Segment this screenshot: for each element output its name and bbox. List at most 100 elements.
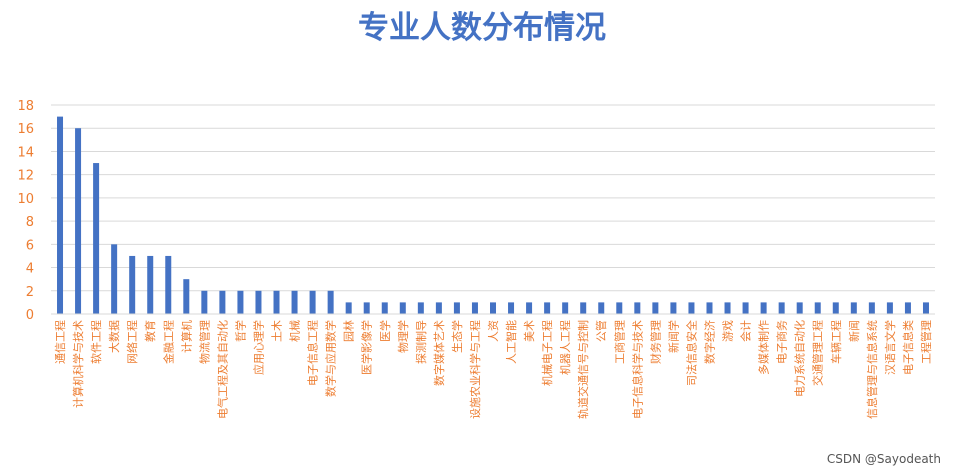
x-category-label: 汉语言文学 bbox=[883, 320, 897, 375]
x-category-label: 大数据 bbox=[107, 320, 121, 353]
bar bbox=[580, 302, 587, 314]
bar bbox=[183, 279, 190, 314]
bar bbox=[904, 302, 911, 314]
x-category-label: 电子信息类 bbox=[901, 320, 915, 375]
x-category-label: 通信工程 bbox=[54, 320, 67, 364]
bar bbox=[778, 302, 785, 314]
bar bbox=[417, 302, 424, 314]
bar bbox=[237, 290, 244, 314]
bar bbox=[165, 255, 172, 314]
y-tick-label: 18 bbox=[17, 99, 34, 114]
x-category-label: 电子信息工程 bbox=[306, 320, 320, 386]
x-category-label: 美术 bbox=[523, 320, 536, 342]
bar bbox=[688, 302, 695, 314]
x-category-label: 应用心理学 bbox=[251, 320, 265, 375]
bar bbox=[670, 302, 677, 314]
bars bbox=[57, 116, 929, 314]
x-category-label: 电子信息科学与技术 bbox=[630, 320, 644, 419]
bar bbox=[219, 290, 226, 314]
x-category-label: 软件工程 bbox=[89, 320, 103, 364]
x-category-label: 工程管理 bbox=[919, 320, 933, 364]
x-category-label: 财务管理 bbox=[648, 320, 662, 364]
y-tick-label: 2 bbox=[26, 285, 34, 300]
x-category-label: 新闻学 bbox=[666, 320, 680, 353]
bar bbox=[435, 302, 442, 314]
x-category-label: 工商管理 bbox=[612, 320, 626, 364]
bar bbox=[652, 302, 659, 314]
bar bbox=[147, 255, 154, 314]
x-category-label: 生态学 bbox=[450, 320, 464, 353]
x-category-label: 物流管理 bbox=[197, 320, 211, 364]
bar bbox=[381, 302, 388, 314]
bar bbox=[598, 302, 605, 314]
x-category-label: 信息管理与信息系统 bbox=[865, 320, 879, 419]
bar bbox=[111, 244, 118, 314]
x-category-label: 数字媒体艺术 bbox=[432, 320, 446, 386]
y-tick-label: 16 bbox=[17, 122, 34, 137]
x-category-label: 游戏 bbox=[722, 320, 735, 342]
x-category-label: 机械 bbox=[288, 320, 302, 342]
y-tick-label: 14 bbox=[17, 145, 34, 160]
x-category-label: 司法信息安全 bbox=[684, 320, 698, 386]
y-axis-ticks: 0 2 4 6 8 10 12 14 16 18 bbox=[17, 99, 34, 323]
x-axis-category-labels: 通信工程 计算机科学与技术 软件工程 大数据 网络工程 教育 金融工程 计算机 物流管理 电气工程… bbox=[54, 320, 933, 419]
x-category-label: 机械电子工程 bbox=[540, 320, 554, 386]
x-category-label: 电子商务 bbox=[775, 320, 789, 364]
gridlines bbox=[51, 104, 935, 292]
bar bbox=[345, 302, 352, 314]
x-category-label: 车辆工程 bbox=[829, 320, 843, 364]
y-tick-label: 4 bbox=[26, 262, 34, 277]
bar bbox=[490, 302, 496, 314]
y-tick-label: 12 bbox=[17, 169, 34, 184]
x-category-label: 计算机 bbox=[179, 320, 193, 353]
x-category-label: 探测制导 bbox=[415, 320, 428, 364]
x-category-label: 计算机科学与技术 bbox=[71, 320, 85, 408]
bar bbox=[760, 302, 767, 314]
bar bbox=[616, 302, 623, 314]
y-tick-label: 6 bbox=[26, 238, 34, 253]
y-tick-label: 10 bbox=[17, 192, 34, 207]
bar bbox=[634, 302, 641, 314]
bar bbox=[850, 302, 857, 314]
bar bbox=[526, 302, 533, 314]
bar bbox=[868, 302, 875, 314]
bar bbox=[129, 255, 136, 314]
bar bbox=[201, 290, 208, 314]
x-category-label: 多媒体制作 bbox=[757, 320, 771, 375]
x-category-label: 交通管理工程 bbox=[811, 320, 825, 386]
bar bbox=[508, 302, 515, 314]
bar bbox=[273, 290, 280, 314]
bar bbox=[309, 290, 316, 314]
bar bbox=[922, 302, 929, 314]
x-category-label: 机器人工程 bbox=[558, 320, 572, 375]
bar bbox=[832, 302, 839, 314]
x-category-label: 人资 bbox=[487, 320, 500, 342]
bar bbox=[255, 290, 262, 314]
bar bbox=[291, 290, 298, 314]
watermark: CSDN @Sayodeath bbox=[827, 452, 941, 466]
bar bbox=[886, 302, 893, 314]
x-category-label: 医学 bbox=[378, 320, 392, 342]
x-category-label: 网络工程 bbox=[125, 320, 139, 364]
bar bbox=[327, 290, 334, 314]
bar bbox=[75, 128, 82, 314]
x-category-label: 公管 bbox=[594, 320, 608, 342]
x-category-label: 数字经济 bbox=[702, 320, 716, 364]
bar bbox=[724, 302, 731, 314]
x-category-label: 土木 bbox=[271, 320, 284, 342]
x-category-label: 数学与应用数学 bbox=[324, 320, 338, 397]
y-tick-label: 8 bbox=[26, 215, 34, 230]
x-category-label: 园林 bbox=[342, 320, 356, 342]
x-category-label: 会计 bbox=[740, 320, 753, 342]
x-category-label: 人工智能 bbox=[504, 320, 518, 364]
bar bbox=[399, 302, 406, 314]
y-tick-label: 0 bbox=[26, 308, 34, 323]
bar bbox=[57, 116, 64, 314]
bar bbox=[742, 302, 749, 314]
bar bbox=[814, 302, 821, 314]
x-category-label: 轨道交通信号与控制 bbox=[576, 320, 590, 419]
x-category-label: 教育 bbox=[143, 320, 157, 342]
x-category-label: 医学影像学 bbox=[360, 320, 374, 375]
x-category-label: 物理学 bbox=[396, 320, 410, 353]
